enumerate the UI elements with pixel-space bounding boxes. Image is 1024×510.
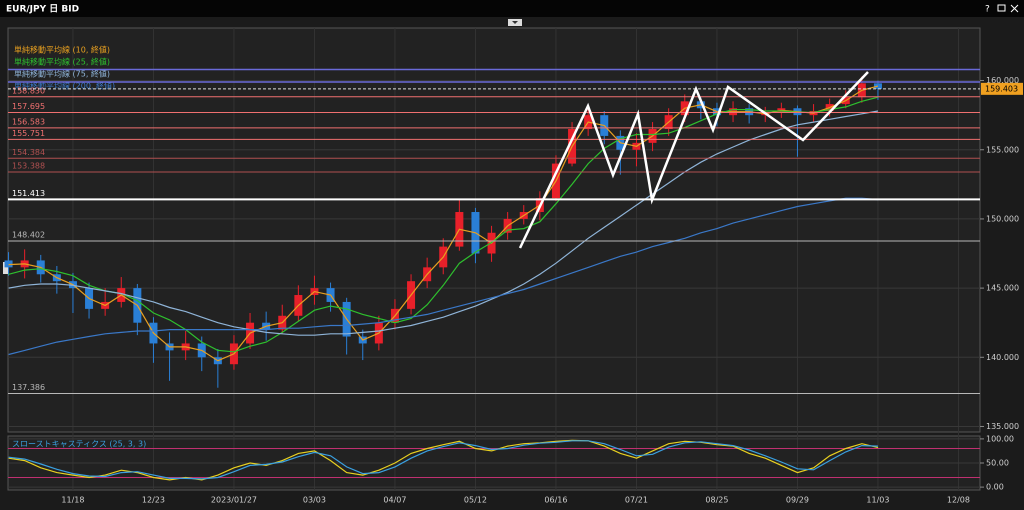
x-tick-label: 09/29 xyxy=(786,496,809,505)
x-tick-label: 07/21 xyxy=(625,496,648,505)
drawn-zigzag xyxy=(518,71,869,249)
side-toggle[interactable] xyxy=(3,262,8,274)
y-tick-label: 155.000 xyxy=(986,145,1019,154)
moving-average xyxy=(8,96,879,353)
level-label: 154.384 xyxy=(12,148,45,157)
stochastic-line xyxy=(8,440,879,480)
candle-body xyxy=(4,260,13,268)
x-tick-label: 08/25 xyxy=(705,496,728,505)
panel-title: スローストキャスティクス (25, 3, 3) xyxy=(12,440,146,449)
level-label: 137.386 xyxy=(12,383,45,392)
y-tick-label: 145.000 xyxy=(986,284,1019,293)
moving-average xyxy=(8,110,879,336)
level-label: 158.830 xyxy=(12,86,45,95)
level-label: 156.583 xyxy=(12,117,45,126)
maximize-button[interactable] xyxy=(997,4,1006,12)
window-title: EUR/JPY 日 BID xyxy=(6,4,79,15)
x-tick-label: 12/23 xyxy=(142,496,165,505)
y-tick-label: 50.00 xyxy=(986,459,1009,468)
x-tick-label: 12/08 xyxy=(947,496,970,505)
moving-average xyxy=(8,197,879,356)
y-tick-label: 150.000 xyxy=(986,214,1019,223)
last-price-label: 159.403 xyxy=(985,84,1018,93)
moving-average xyxy=(8,85,879,362)
x-tick-label: 04/07 xyxy=(383,496,406,505)
level-label: 153.388 xyxy=(12,162,45,171)
close-button[interactable] xyxy=(1010,4,1019,13)
x-tick-label: 03/03 xyxy=(303,496,326,505)
x-tick-label: 11/18 xyxy=(61,496,84,505)
y-tick-label: 135.000 xyxy=(986,422,1019,431)
x-tick-label: 11/03 xyxy=(866,496,889,505)
legend-entry: 単純移動平均線 (10, 終値) xyxy=(14,45,110,55)
level-label: 151.413 xyxy=(12,189,45,198)
help-button[interactable]: ? xyxy=(985,5,990,15)
legend-entry: 単純移動平均線 (200, 終値) xyxy=(14,81,115,91)
toggle-arrow xyxy=(512,21,518,24)
legend-entry: 単純移動平均線 (75, 終値) xyxy=(14,69,110,79)
x-tick-label: 2023/01/27 xyxy=(211,496,257,505)
x-tick-label: 05/12 xyxy=(464,496,487,505)
level-label: 155.751 xyxy=(12,129,45,138)
legend-entry: 単純移動平均線 (25, 終値) xyxy=(14,57,110,67)
y-tick-label: 100.00 xyxy=(986,434,1014,443)
last-price-box xyxy=(981,82,1023,95)
plot: 135.000 140.000 145.000 150.000 155.000 160.0… xyxy=(4,28,1023,505)
level-label: 157.695 xyxy=(12,102,45,111)
y-tick-label: 160.000 xyxy=(986,76,1019,85)
x-tick-label: 06/16 xyxy=(544,496,567,505)
y-tick-label: 0.00 xyxy=(986,483,1004,492)
title-bar xyxy=(0,0,1024,17)
y-tick-label: 140.000 xyxy=(986,353,1019,362)
level-label: 148.402 xyxy=(12,231,45,240)
